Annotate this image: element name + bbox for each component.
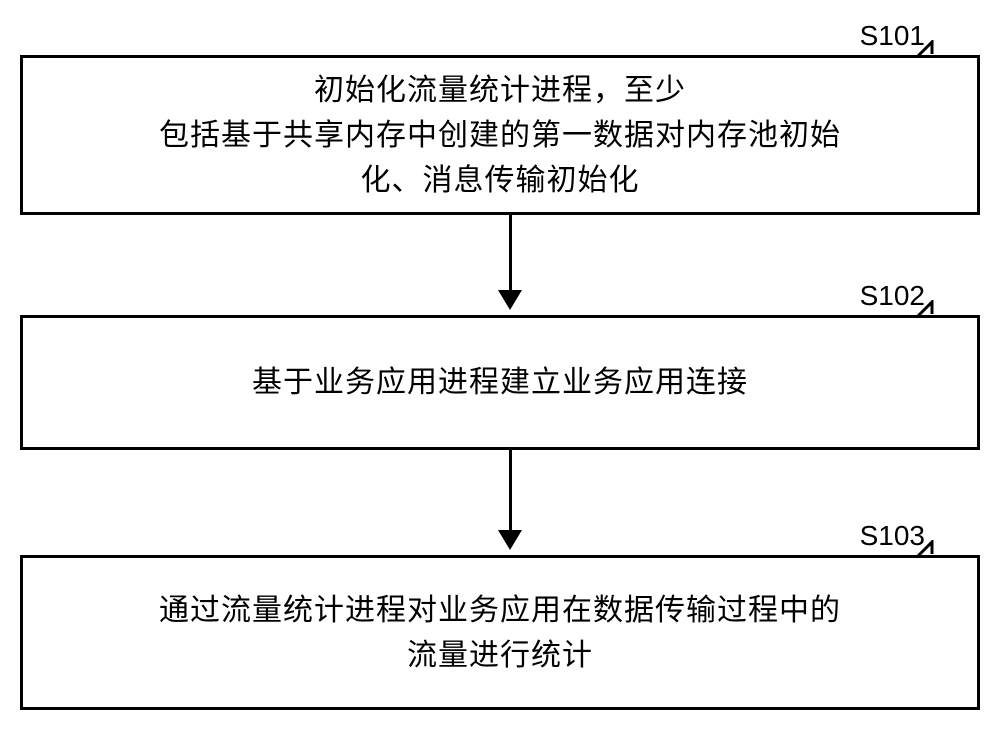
arrow-line-1 bbox=[509, 215, 512, 290]
step-text-s102: 基于业务应用进程建立业务应用连接 bbox=[252, 360, 748, 405]
s103-line1: 通过流量统计进程对业务应用在数据传输过程中的 bbox=[159, 594, 841, 627]
s101-line3: 化、消息传输初始化 bbox=[361, 164, 640, 197]
s101-line1: 初始化流量统计进程，至少 bbox=[314, 74, 686, 107]
step-box-s102: 基于业务应用进程建立业务应用连接 bbox=[20, 315, 980, 450]
step-text-s103: 通过流量统计进程对业务应用在数据传输过程中的 流量进行统计 bbox=[159, 588, 841, 678]
s103-line2: 流量进行统计 bbox=[407, 639, 593, 672]
arrow-line-2 bbox=[509, 450, 512, 530]
arrow-head-2 bbox=[498, 530, 522, 550]
arrow-s102-s103 bbox=[498, 450, 522, 550]
s102-line1: 基于业务应用进程建立业务应用连接 bbox=[252, 366, 748, 399]
arrow-s101-s102 bbox=[498, 215, 522, 310]
arrow-head-1 bbox=[498, 290, 522, 310]
s101-line2: 包括基于共享内存中创建的第一数据对内存池初始 bbox=[159, 119, 841, 152]
step-text-s101: 初始化流量统计进程，至少 包括基于共享内存中创建的第一数据对内存池初始 化、消息… bbox=[159, 68, 841, 203]
step-box-s101: 初始化流量统计进程，至少 包括基于共享内存中创建的第一数据对内存池初始 化、消息… bbox=[20, 55, 980, 215]
step-box-s103: 通过流量统计进程对业务应用在数据传输过程中的 流量进行统计 bbox=[20, 555, 980, 710]
